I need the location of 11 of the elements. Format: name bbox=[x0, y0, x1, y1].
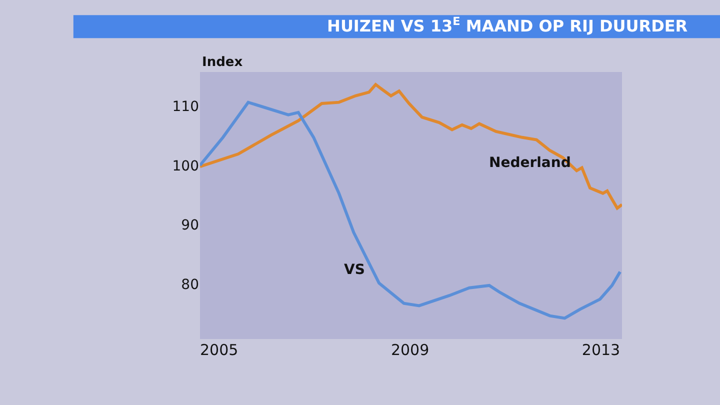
x-tick-label: 2009 bbox=[390, 341, 430, 359]
y-tick-label: 100 bbox=[172, 158, 199, 174]
y-tick-label: 80 bbox=[181, 277, 199, 294]
y-tick-label: 110 bbox=[172, 98, 199, 115]
series-label: VS bbox=[344, 262, 365, 278]
x-tick-label: 2013 bbox=[582, 341, 620, 359]
chart-title: HUIZEN VS 13$^{E}$ MAAND OP RIJ DUURDER bbox=[327, 14, 688, 36]
series-label: Nederland bbox=[489, 155, 571, 171]
y-axis-title: Index bbox=[202, 55, 244, 70]
x-tick-label: 2005 bbox=[200, 341, 238, 359]
y-tick-label: 90 bbox=[181, 218, 199, 234]
